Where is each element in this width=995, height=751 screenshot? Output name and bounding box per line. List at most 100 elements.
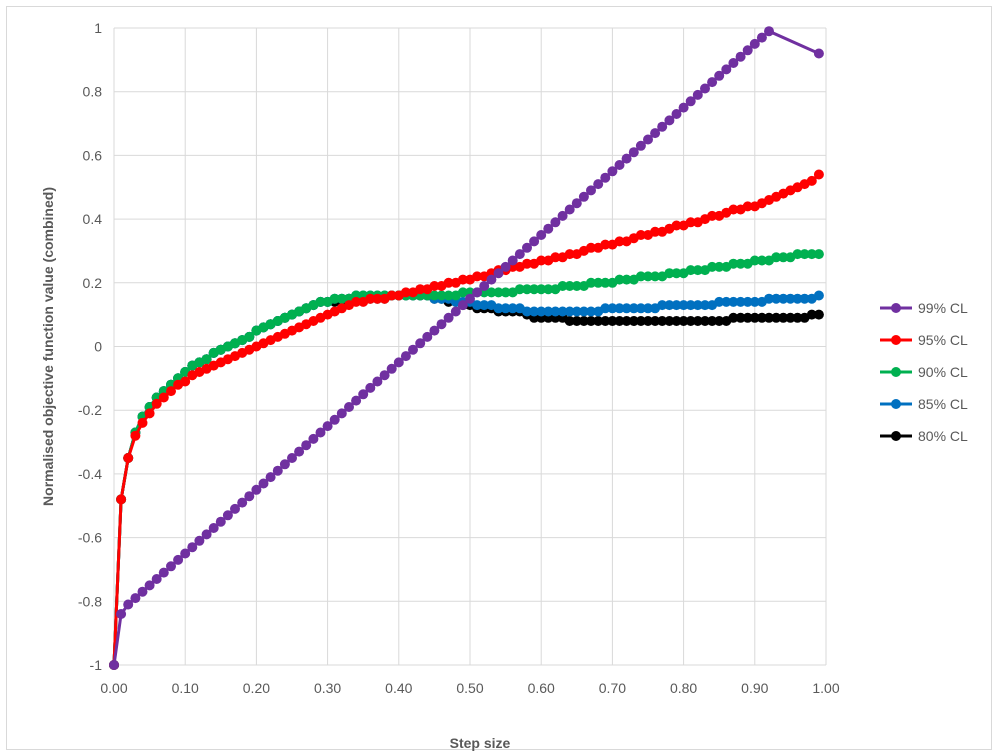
data-point bbox=[707, 77, 718, 88]
data-point bbox=[571, 306, 582, 317]
data-point bbox=[180, 376, 191, 387]
x-tick-label: 0.40 bbox=[385, 680, 412, 696]
x-tick-label: 0.10 bbox=[172, 680, 199, 696]
data-point bbox=[208, 523, 219, 533]
data-point bbox=[593, 277, 604, 288]
data-point bbox=[792, 312, 803, 323]
data-point bbox=[764, 293, 774, 304]
series-line bbox=[112, 173, 820, 666]
data-point bbox=[422, 331, 433, 342]
data-point bbox=[166, 561, 176, 572]
data-point bbox=[529, 284, 540, 295]
data-point bbox=[735, 312, 746, 323]
data-point bbox=[771, 252, 782, 263]
series-95-cl bbox=[109, 169, 824, 670]
data-point bbox=[778, 312, 789, 323]
series-line bbox=[112, 252, 819, 666]
data-point bbox=[564, 281, 575, 291]
data-point bbox=[536, 230, 547, 240]
y-tick-label: 0.4 bbox=[83, 211, 103, 227]
data-point bbox=[436, 290, 447, 301]
data-point bbox=[201, 529, 212, 540]
data-point bbox=[749, 296, 760, 307]
y-tick-label: -0.2 bbox=[78, 402, 102, 418]
data-point bbox=[792, 249, 803, 260]
y-tick-label: -0.4 bbox=[78, 466, 102, 482]
y-tick-label: 0 bbox=[94, 339, 102, 355]
data-point bbox=[771, 312, 782, 323]
data-point bbox=[215, 516, 226, 527]
data-point bbox=[429, 325, 440, 336]
data-point bbox=[450, 306, 461, 317]
data-point bbox=[728, 296, 739, 307]
y-tick-label: 0.2 bbox=[83, 275, 103, 291]
y-axis-title: Normalised objective function value (com… bbox=[40, 187, 56, 506]
y-tick-label: 1 bbox=[94, 20, 102, 36]
data-point bbox=[600, 172, 611, 183]
data-point bbox=[151, 574, 162, 584]
data-point bbox=[130, 593, 141, 604]
data-point bbox=[635, 271, 646, 282]
data-point bbox=[465, 293, 475, 304]
data-point bbox=[813, 309, 824, 320]
data-point bbox=[742, 201, 753, 212]
data-point bbox=[614, 316, 625, 326]
data-point bbox=[429, 290, 440, 301]
data-point bbox=[514, 249, 525, 260]
data-point bbox=[116, 609, 127, 619]
series-90-cl bbox=[109, 249, 824, 670]
y-tick-label: 0.6 bbox=[83, 147, 103, 163]
data-point bbox=[500, 261, 511, 272]
data-point bbox=[721, 64, 732, 75]
data-point bbox=[728, 312, 739, 323]
data-point bbox=[258, 478, 269, 489]
data-point bbox=[700, 300, 710, 311]
data-point bbox=[692, 316, 703, 326]
data-point bbox=[522, 284, 532, 295]
data-point bbox=[578, 306, 589, 317]
data-point bbox=[564, 204, 575, 215]
data-point bbox=[671, 109, 682, 119]
data-point bbox=[109, 660, 119, 670]
data-point bbox=[806, 175, 817, 186]
data-point bbox=[265, 472, 276, 483]
data-point bbox=[635, 140, 646, 151]
y-tick-label: -1 bbox=[90, 657, 103, 673]
data-point bbox=[685, 217, 696, 228]
data-point bbox=[308, 433, 319, 444]
data-point bbox=[586, 185, 596, 196]
data-point bbox=[806, 309, 817, 320]
data-point bbox=[756, 312, 767, 323]
data-point bbox=[571, 281, 582, 291]
data-point bbox=[336, 408, 347, 419]
data-point bbox=[493, 268, 504, 279]
data-point bbox=[728, 204, 739, 215]
data-point bbox=[586, 316, 596, 326]
data-point bbox=[151, 398, 162, 409]
data-point bbox=[301, 440, 312, 451]
data-point bbox=[621, 316, 632, 326]
data-point bbox=[799, 293, 810, 304]
data-point bbox=[778, 293, 789, 304]
data-point bbox=[614, 274, 625, 285]
data-point bbox=[650, 226, 661, 237]
data-point bbox=[344, 402, 354, 412]
data-point bbox=[443, 312, 454, 323]
x-tick-label: 1.00 bbox=[812, 680, 839, 696]
data-point bbox=[671, 300, 682, 311]
data-point bbox=[443, 290, 454, 301]
data-point bbox=[614, 303, 625, 314]
data-point bbox=[529, 236, 540, 247]
data-point bbox=[358, 389, 369, 400]
data-point bbox=[707, 316, 718, 326]
data-point bbox=[336, 293, 347, 304]
data-point bbox=[443, 277, 454, 288]
data-point bbox=[279, 459, 290, 470]
data-point bbox=[529, 306, 540, 317]
data-point bbox=[457, 274, 468, 285]
data-point bbox=[536, 284, 547, 295]
data-point bbox=[756, 255, 767, 266]
data-point bbox=[813, 169, 824, 180]
data-point bbox=[522, 242, 532, 253]
